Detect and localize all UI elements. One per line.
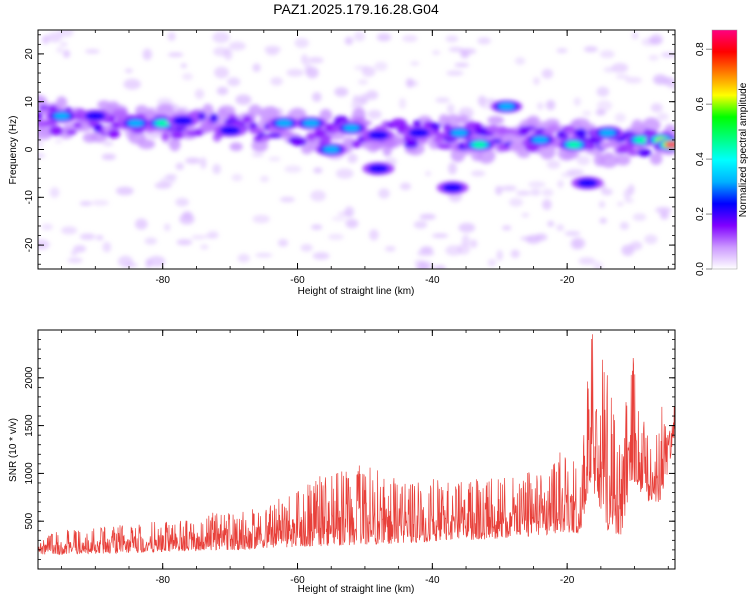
snr-x-tick-label: -40 xyxy=(425,575,440,586)
spectral-peak xyxy=(156,120,170,127)
spectrogram-y-axis-label: Frequency (Hz) xyxy=(8,116,19,185)
snr-x-tick-label: -20 xyxy=(560,575,575,586)
spectral-peak xyxy=(451,129,468,137)
snr-y-tick-label: 1500 xyxy=(24,414,35,437)
colorbar-tick-label: 0.6 xyxy=(695,97,706,111)
spectral-peak xyxy=(599,129,616,137)
spectrogram-x-tick-label: -80 xyxy=(155,275,170,286)
spectrogram-axes: -80 -60 -40 -20 -20 -10 0 10 20 xyxy=(24,30,675,286)
colorbar-ticks: 0.0 0.2 0.4 0.6 0.8 xyxy=(695,42,712,276)
spectrogram-panel: -80 -60 -40 -20 -20 -10 0 10 20 Height of straig… xyxy=(8,29,676,297)
spectrogram-heatmap xyxy=(38,30,675,269)
snr-y-tick-label: 1000 xyxy=(24,462,35,485)
spectrogram-x-tick-label: -60 xyxy=(290,275,305,286)
colorbar-gradient xyxy=(712,30,737,269)
snr-frame xyxy=(37,329,676,570)
spectral-peak xyxy=(53,112,70,120)
spectrogram-y-tick-label: -10 xyxy=(24,190,35,205)
snr-y-axis-label: SNR (10 * v/v) xyxy=(8,418,19,482)
spectral-peak xyxy=(577,178,598,188)
colorbar-tick-label: 0.2 xyxy=(695,207,706,221)
spectral-peak xyxy=(323,145,340,154)
figure-title: PAZ1.2025.179.16.28.G04 xyxy=(273,1,439,17)
spectral-peak xyxy=(567,141,581,148)
spectral-peak xyxy=(127,119,144,127)
colorbar-tick-label: 0.0 xyxy=(695,262,706,276)
spectral-peak xyxy=(172,116,194,126)
spectrogram-x-tick-label: -40 xyxy=(425,275,440,286)
spectral-peak xyxy=(666,142,675,148)
spectrogram-x-axis-label: Height of straight line (km) xyxy=(298,286,415,297)
snr-x-tick-label: -60 xyxy=(290,575,305,586)
colorbar-tick-label: 0.4 xyxy=(695,152,706,166)
spectrogram-y-tick-label: -20 xyxy=(24,237,35,252)
spectral-peak xyxy=(343,124,360,132)
spectrogram-y-tick-label: 0 xyxy=(24,146,35,152)
spectral-peak xyxy=(303,119,319,127)
snr-series-line xyxy=(38,334,675,556)
snr-y-tick-label: 2000 xyxy=(24,366,35,389)
snr-x-tick-label: -80 xyxy=(155,575,170,586)
spectrogram-signal-band xyxy=(38,94,675,195)
snr-axes: -80 -60 -40 -20 500 1000 1500 2000 xyxy=(24,330,675,586)
spectrogram-x-tick-label: -20 xyxy=(560,275,575,286)
snr-y-tick-label: 500 xyxy=(24,512,35,529)
colorbar-frame xyxy=(711,29,738,270)
snr-panel: -80 -60 -40 -20 500 1000 1500 2000 Height of st… xyxy=(8,329,676,595)
spectrogram-background-noise xyxy=(38,30,675,269)
colorbar-tick-label: 0.8 xyxy=(695,42,706,56)
snr-x-axis-label: Height of straight line (km) xyxy=(298,584,415,595)
spectral-peak xyxy=(368,130,389,140)
spectral-peak xyxy=(472,141,487,148)
spectral-peak xyxy=(442,183,463,193)
colorbar-label: Normalized spectral amplitude xyxy=(738,82,749,217)
spectral-peak xyxy=(368,164,389,174)
spectral-peak xyxy=(219,125,241,135)
spectral-peak xyxy=(276,119,292,127)
spectral-peak xyxy=(532,136,549,144)
spectral-peak xyxy=(498,102,515,111)
spectrogram-y-tick-label: 20 xyxy=(24,48,35,60)
colorbar: 0.0 0.2 0.4 0.6 0.8 Normalized spectral ampl… xyxy=(695,29,749,276)
spectral-peak xyxy=(84,111,106,121)
spectral-peak xyxy=(634,136,648,144)
spectrogram-y-tick-label: 10 xyxy=(24,96,35,108)
spectral-peak xyxy=(408,128,430,138)
